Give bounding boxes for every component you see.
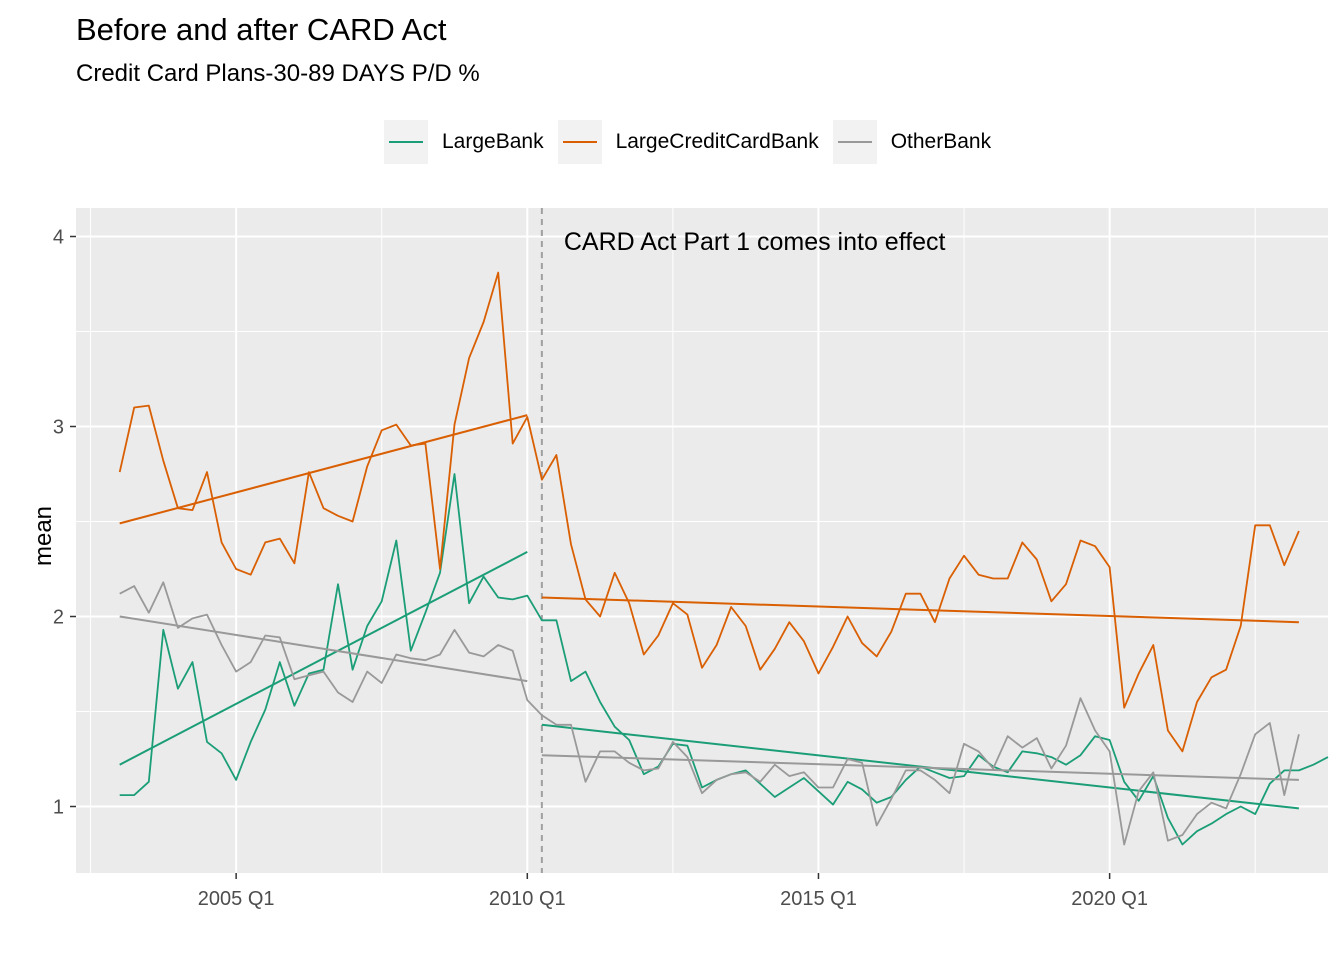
legend-key-largebank — [384, 120, 428, 164]
legend-item-otherbank: OtherBank — [832, 120, 992, 164]
x-tick-label: 2005 Q1 — [198, 888, 275, 910]
x-tick-label: 2010 Q1 — [489, 888, 566, 910]
trend-before-otherbank — [119, 615, 528, 683]
y-tick-label: 4 — [53, 227, 64, 249]
trend-before-largecreditcardbank — [119, 414, 528, 525]
legend-label-largecreditcardbank: LargeCreditCardBank — [615, 130, 819, 153]
legend-item-largecreditcardbank: LargeCreditCardBank — [557, 120, 819, 164]
x-tick-label: 2015 Q1 — [780, 888, 857, 910]
legend-key-otherbank — [832, 120, 877, 164]
x-tick-label: 2020 Q1 — [1071, 888, 1148, 910]
trend-before-largebank — [119, 551, 528, 766]
annotation-label: CARD Act Part 1 comes into effect — [564, 228, 946, 256]
legend-label-largebank: LargeBank — [442, 130, 544, 153]
plot-panel — [76, 208, 1328, 873]
y-tick-label: 1 — [53, 797, 64, 819]
trend-after-otherbank — [541, 754, 1299, 781]
chart-subtitle: Credit Card Plans-30-89 DAYS P/D % — [76, 60, 480, 87]
series-line-otherbank — [119, 581, 1300, 846]
legend-key-largecreditcardbank — [557, 120, 602, 164]
trend-after-largecreditcardbank — [541, 596, 1299, 624]
legend: LargeBank LargeCreditCardBank OtherBank — [384, 120, 1005, 164]
legend-label-otherbank: OtherBank — [890, 130, 992, 153]
chart-title: Before and after CARD Act — [76, 12, 447, 47]
y-tick-label: 2 — [53, 607, 64, 629]
series-line-largecreditcardbank — [118, 271, 1300, 753]
y-tick-label: 3 — [53, 417, 64, 439]
legend-item-largebank: LargeBank — [384, 120, 544, 164]
